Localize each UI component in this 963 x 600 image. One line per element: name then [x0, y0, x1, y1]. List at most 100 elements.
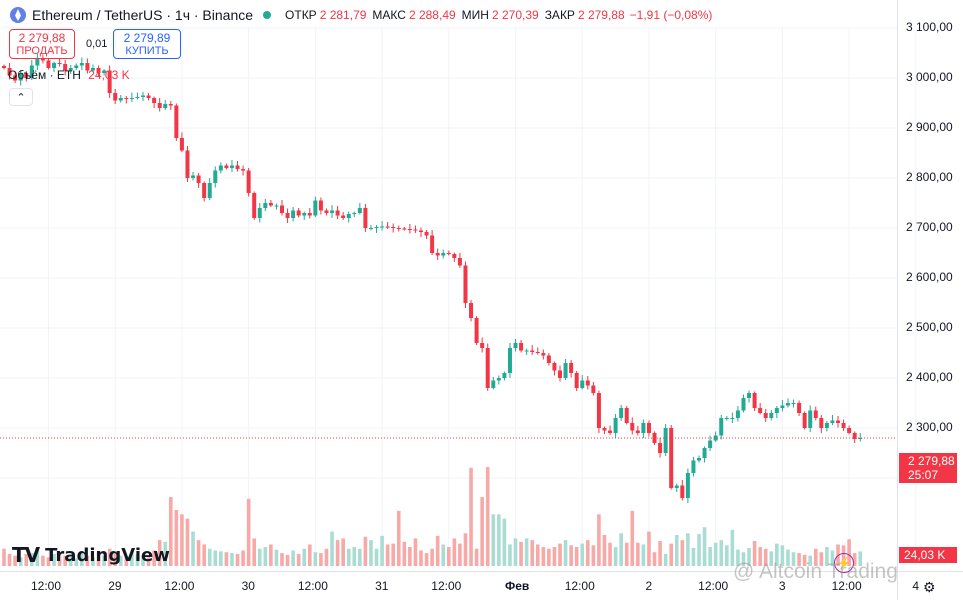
candle-body: [858, 438, 863, 439]
low-value: 2 270,39: [491, 8, 539, 22]
volume-bar: [791, 552, 796, 566]
candle-body: [430, 235, 435, 253]
volume-bar: [458, 543, 462, 566]
candle-body: [524, 350, 529, 352]
candle-body: [280, 205, 284, 213]
candle-body: [52, 63, 57, 68]
settings-gear-icon[interactable]: ⚙: [923, 579, 936, 595]
candle-body: [118, 98, 123, 101]
candle-body: [107, 70, 112, 93]
tradingview-logo[interactable]: TV TradingView: [12, 543, 170, 567]
volume-bar: [636, 542, 640, 566]
buy-button[interactable]: 2 279,89 КУПИТЬ: [113, 29, 181, 59]
candle-body: [229, 165, 234, 168]
volume-bar: [786, 549, 790, 566]
candle-body: [385, 226, 390, 228]
volume-bar: [563, 540, 568, 566]
candle-body: [302, 213, 307, 216]
candle-body: [724, 418, 729, 419]
candle-body: [769, 413, 774, 418]
volume-bar: [574, 547, 579, 566]
watermark: @ Altcoin Trading: [733, 560, 898, 583]
volume-bar: [435, 535, 440, 566]
candle-body: [641, 423, 646, 433]
candle-body: [424, 232, 429, 236]
candle-body: [352, 213, 357, 214]
volume-bar: [424, 553, 429, 566]
volume-bar: [141, 555, 145, 566]
symbol-name[interactable]: Ethereum / TetherUS · 1ч · Binance: [32, 7, 254, 23]
volume-bar: [13, 555, 17, 566]
candle-body: [819, 418, 824, 428]
ethereum-icon: [10, 7, 26, 23]
volume-bar: [858, 551, 863, 566]
volume-bar: [374, 548, 379, 566]
time-tick-label: 12:00: [431, 579, 462, 593]
candle-body: [413, 229, 418, 231]
volume-bar: [491, 514, 496, 566]
candle-body: [774, 408, 779, 413]
candle-body: [630, 423, 635, 431]
volume-bar: [102, 555, 106, 566]
volume-bar: [380, 535, 384, 566]
candle-body: [207, 183, 212, 198]
volume-bar: [775, 543, 779, 566]
candle-body: [747, 393, 752, 398]
candle-body: [224, 165, 229, 168]
volume-bar: [541, 547, 546, 566]
candle-body: [457, 258, 462, 266]
volume-bar: [330, 531, 334, 566]
collapse-legend-button[interactable]: ⌃: [9, 88, 33, 106]
candle-body: [624, 408, 629, 423]
volume-bar: [591, 545, 596, 566]
time-tick-label: 4: [912, 579, 920, 593]
volume-bar: [324, 548, 329, 566]
last-price-tag: 2 279,88 25:07: [899, 453, 957, 483]
volume-bar: [597, 514, 601, 566]
candle-body: [791, 403, 796, 404]
candle-body: [157, 103, 162, 108]
candle-body: [813, 410, 818, 418]
buy-price: 2 279,89: [123, 31, 171, 45]
volume-legend[interactable]: Объём · ETH 24,03 K: [8, 68, 130, 82]
volume-bar: [680, 540, 685, 566]
volume-bar: [185, 518, 190, 566]
time-tick-label: 12:00: [164, 579, 195, 593]
open-value: 2 281,79: [319, 8, 367, 22]
volume-bar: [68, 557, 73, 566]
time-tick-label: 12:00: [698, 579, 729, 593]
volume-bar: [830, 550, 835, 566]
volume-bar: [63, 555, 67, 566]
volume-bar: [825, 547, 829, 566]
volume-bar: [641, 544, 646, 566]
volume-bar: [107, 548, 112, 566]
volume-bar: [569, 545, 573, 566]
candle-body: [124, 98, 129, 99]
volume-bar: [341, 538, 345, 566]
price-tick-label: 2 400,00: [906, 370, 953, 384]
candle-body: [613, 418, 618, 433]
candle-body: [7, 68, 12, 76]
sell-button[interactable]: 2 279,88 ПРОДАТЬ: [9, 29, 75, 59]
volume-bar: [502, 518, 507, 566]
last-volume-tag: 24,03 K: [899, 547, 957, 563]
candle-body: [697, 458, 701, 461]
candle-body: [330, 210, 335, 213]
candle-body: [113, 93, 118, 101]
buy-label: КУПИТЬ: [125, 45, 169, 57]
volume-bar: [163, 541, 168, 566]
volume-bar: [130, 552, 134, 566]
candle-body: [596, 393, 601, 428]
volume-bar: [691, 547, 696, 566]
time-tick-label: 2: [645, 579, 653, 593]
candle-body: [2, 66, 6, 68]
time-tick-label: 12:00: [564, 579, 595, 593]
volume-bar: [257, 548, 262, 566]
volume-bar: [96, 552, 101, 566]
candle-body: [13, 75, 18, 81]
candle-body: [507, 348, 512, 373]
volume-bar: [219, 551, 223, 566]
lightning-icon[interactable]: ⚡: [834, 553, 854, 573]
volume-bar: [797, 553, 801, 566]
